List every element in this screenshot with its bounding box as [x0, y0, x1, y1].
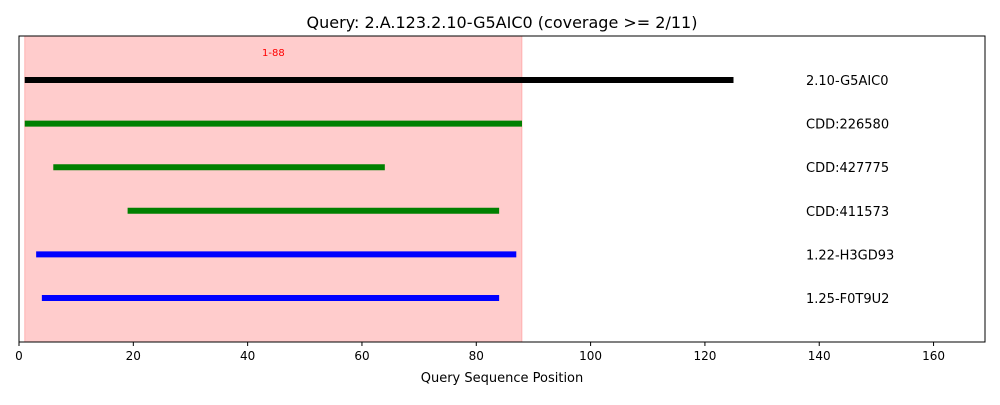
highlight-region: [24, 35, 523, 343]
x-tick-label-4: 80: [469, 349, 484, 363]
row-label-3: CDD:411573: [806, 205, 889, 220]
x-tick-label-0: 0: [15, 349, 23, 363]
plot-area: [19, 36, 985, 342]
highlight-region-label: 1-88: [262, 48, 285, 59]
x-tick-label-5: 100: [579, 349, 602, 363]
row-label-0: 2.10-G5AIC0: [806, 74, 889, 89]
x-tick-label-1: 20: [126, 349, 141, 363]
row-label-1: CDD:226580: [806, 118, 889, 133]
x-axis-ticks: 0 20 40 60 80 100 120 140 160: [15, 342, 945, 363]
row-label-4: 1.22-H3GD93: [806, 248, 894, 263]
x-tick-label-6: 120: [693, 349, 716, 363]
row-labels-layer: 2.10-G5AIC0 CDD:226580 CDD:427775 CDD:41157…: [806, 74, 894, 307]
bars-layer: [24, 77, 734, 301]
x-tick-label-8: 160: [922, 349, 945, 363]
x-tick-label-3: 60: [354, 349, 369, 363]
plot-frame: [18, 35, 986, 343]
x-tick-label-2: 40: [240, 349, 255, 363]
row-label-2: CDD:427775: [806, 161, 889, 176]
x-axis-label: Query Sequence Position: [421, 371, 584, 386]
highlight-region-layer: 1-88: [24, 35, 523, 343]
row-label-5: 1.25-F0T9U2: [806, 292, 889, 307]
chart-title: Query: 2.A.123.2.10-G5AIC0 (coverage >= …: [307, 13, 698, 32]
x-tick-label-7: 140: [808, 349, 831, 363]
